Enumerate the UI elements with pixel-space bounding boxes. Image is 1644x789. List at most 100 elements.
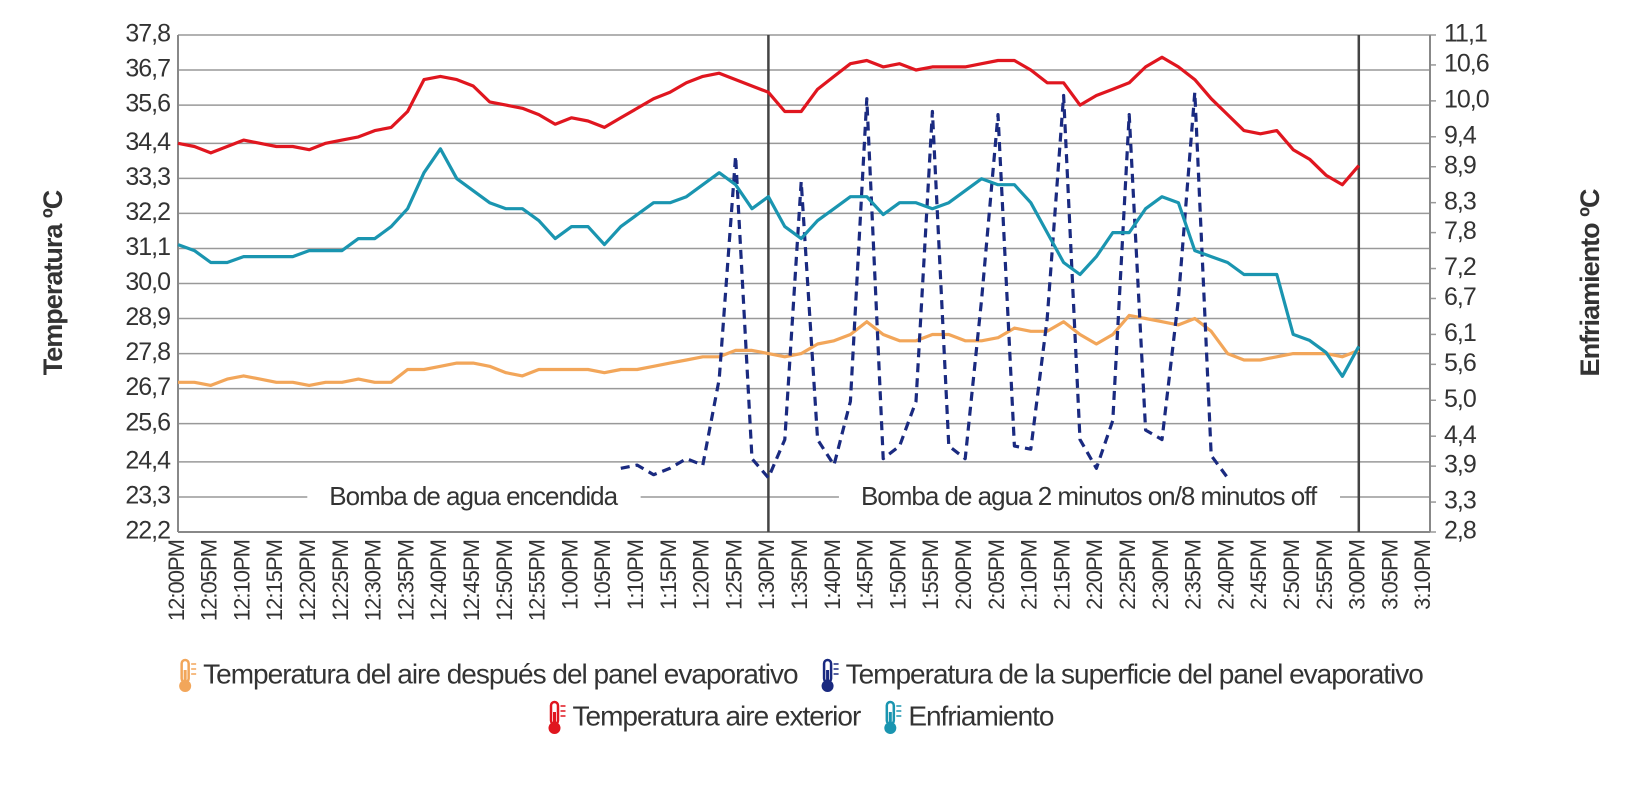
thermometer-fill [183, 670, 187, 684]
x-tick-label: 2:50PM [1279, 540, 1304, 610]
x-tick-label: 1:40PM [820, 540, 845, 610]
y-tick-label: 37,8 [125, 20, 170, 48]
x-tick-label: 12:40PM [426, 540, 451, 621]
x-tick-label: 2:15PM [1049, 540, 1074, 610]
y-axis-title: Temperatura ºC [38, 190, 68, 375]
x-tick-label: 2:10PM [1017, 540, 1042, 610]
y2-tick-label: 9,4 [1444, 121, 1477, 149]
x-tick-label: 2:55PM [1312, 540, 1337, 610]
x-tick-label: 12:55PM [525, 540, 550, 621]
x-tick-label: 12:35PM [393, 540, 418, 621]
legend-icon [884, 700, 902, 734]
y-tick-label: 26,7 [125, 373, 170, 401]
y-tick-label: 24,4 [125, 447, 171, 475]
y2-tick-label: 8,3 [1444, 187, 1476, 215]
y2-tick-label: 10,0 [1444, 85, 1489, 113]
x-tick-label: 1:00PM [557, 540, 582, 610]
thermometer-fill [553, 712, 556, 726]
x-tick-label: 1:30PM [754, 540, 779, 610]
legend-row: Temperatura aire exterior Enfriamiento [548, 700, 1055, 734]
x-tick-label: 2:40PM [1213, 540, 1238, 610]
x-tick-label: 2:35PM [1181, 540, 1206, 610]
y2-tick-label: 3,3 [1444, 487, 1476, 515]
x-tick-label: 12:25PM [328, 540, 353, 621]
series-line [177, 55, 1361, 187]
thermometer-bulb [179, 680, 192, 692]
legend-row: Temperatura del aire después del panel e… [179, 658, 1424, 692]
x-tick-label: 3:05PM [1377, 540, 1402, 610]
x-tick-label: 2:30PM [1148, 540, 1173, 610]
legend-icon [821, 658, 839, 692]
x-tick-label: 12:10PM [229, 540, 254, 621]
x-tick-label: 2:25PM [1115, 540, 1140, 610]
y-tick-label: 34,4 [125, 128, 171, 156]
y2-tick-label: 7,8 [1444, 217, 1476, 245]
x-tick-label: 1:35PM [787, 540, 812, 610]
thermometer-fill [826, 670, 830, 684]
x-tick-label: 12:00PM [164, 540, 189, 621]
x-tick-label: 12:20PM [295, 540, 320, 621]
y2-tick-label: 5,6 [1444, 349, 1476, 377]
legend-label: Temperatura de la superficie del panel e… [846, 658, 1424, 689]
x-tick-label: 1:50PM [885, 540, 910, 610]
x-tick-label: 2:05PM [984, 540, 1009, 610]
y-tick-label: 28,9 [125, 303, 170, 331]
legend-label: Temperatura aire exterior [573, 700, 861, 731]
y-tick-label: 27,8 [125, 338, 170, 366]
series-line [177, 147, 1361, 378]
y2-tick-label: 5,0 [1444, 385, 1476, 413]
x-tick-label: 12:50PM [492, 540, 517, 621]
x-tick-label: 12:05PM [197, 540, 222, 621]
y-tick-label: 31,1 [125, 233, 170, 261]
x-tick-label: 2:45PM [1246, 540, 1271, 610]
y2-tick-label: 11,1 [1444, 20, 1487, 48]
y2-tick-label: 8,9 [1444, 151, 1476, 179]
phase-label: Bomba de agua 2 minutos on/8 minutos off [861, 481, 1318, 511]
y2-tick-label: 3,9 [1444, 451, 1476, 479]
x-tick-label: 1:10PM [623, 540, 648, 610]
y2-axis-title: Enfriamiento ºC [1575, 189, 1605, 376]
thermometer-bulb [884, 722, 897, 734]
y-tick-label: 25,6 [125, 408, 170, 436]
y-tick-label: 33,3 [125, 163, 170, 191]
x-tick-label: 3:10PM [1410, 540, 1435, 610]
y-tick-label: 36,7 [125, 55, 170, 83]
y2-tick-label: 6,1 [1444, 319, 1476, 347]
legend-icon [548, 700, 566, 734]
x-tick-label: 12:15PM [262, 540, 287, 621]
series-line [178, 313, 1360, 387]
legend-label: Enfriamiento [908, 700, 1054, 731]
x-tick-label: 12:45PM [459, 540, 484, 621]
x-tick-label: 2:20PM [1082, 540, 1107, 610]
x-tick-label: 1:45PM [853, 540, 878, 610]
y-tick-label: 30,0 [125, 268, 170, 296]
y-tick-label: 23,3 [125, 482, 170, 510]
legend-label: Temperatura del aire después del panel e… [203, 658, 798, 689]
y2-tick-label: 10,6 [1444, 50, 1489, 78]
phase-label-bg [838, 478, 1341, 513]
y2-tick-label: 6,7 [1444, 283, 1476, 311]
y2-tick-label: 2,8 [1444, 517, 1476, 545]
x-tick-label: 1:15PM [656, 540, 681, 610]
x-tick-label: 1:20PM [689, 540, 714, 610]
y2-tick-label: 7,2 [1444, 253, 1476, 281]
x-tick-label: 12:30PM [361, 540, 386, 621]
y2-tick-label: 4,4 [1444, 421, 1477, 449]
y-tick-label: 35,6 [125, 90, 170, 118]
phase-label-bg [307, 478, 641, 513]
x-tick-label: 1:55PM [918, 540, 943, 610]
legend-icon [179, 658, 197, 692]
x-tick-label: 2:00PM [951, 540, 976, 610]
x-tick-label: 3:00PM [1345, 540, 1370, 610]
thermometer-bulb [548, 722, 561, 734]
y-tick-label: 32,2 [125, 198, 170, 226]
thermometer-bulb [821, 680, 834, 692]
phase-label: Bomba de agua encendida [329, 481, 618, 511]
y-tick-label: 22,2 [125, 517, 170, 545]
series-line [620, 90, 1229, 480]
x-tick-label: 1:05PM [590, 540, 615, 610]
thermometer-fill [888, 712, 892, 726]
x-tick-label: 1:25PM [721, 540, 746, 610]
